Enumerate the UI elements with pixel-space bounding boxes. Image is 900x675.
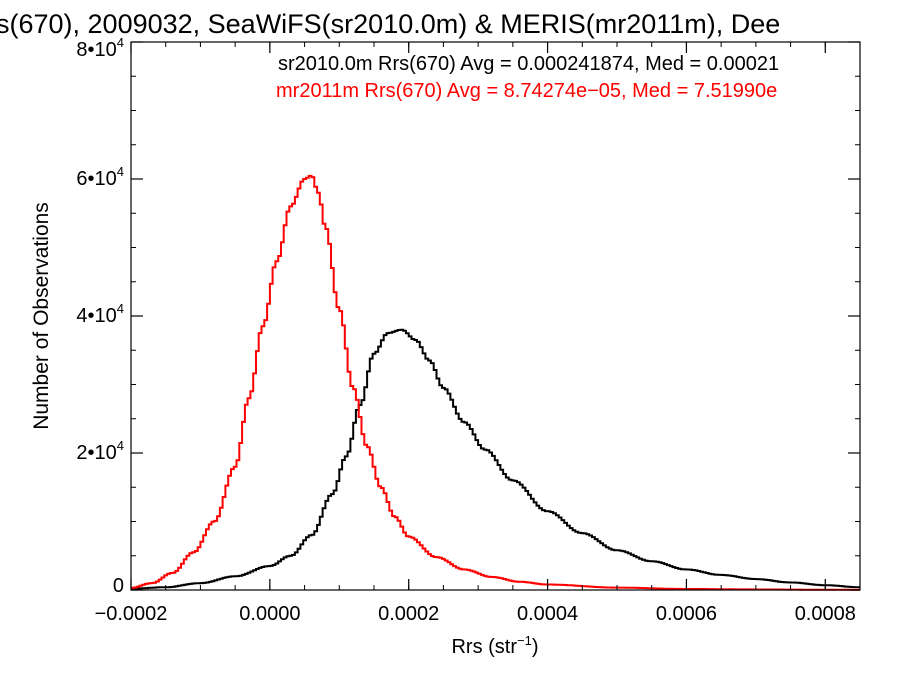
x-axis-label: Rrs (str−1) [451,633,538,658]
x-tick-label: 0.0006 [656,603,717,625]
legend-entry-red: mr2011m Rrs(670) Avg = 8.74274e−05, Med … [276,80,777,102]
chart-title: s(670), 2009032, SeaWiFS(sr2010.0m) & ME… [0,9,780,39]
y-tick-label: 2•104 [76,438,124,464]
series-line-black [131,328,860,590]
y-tick-label-exponent: 4 [117,438,124,453]
y-tick-label-main: 4•10 [76,305,116,327]
legend: sr2010.0m Rrs(670) Avg = 0.000241874, Me… [276,53,779,102]
x-tick-label: 0.0002 [378,603,439,625]
x-axis-ticks: −0.0002 0.0000 0.0002 0.0004 0.0006 0.0008 [95,42,861,625]
y-tick-label: 4•104 [76,301,124,327]
x-tick-label: 0.0008 [795,603,856,625]
y-tick-label-main: 0 [113,575,124,597]
series-layer [131,174,860,591]
y-tick-label-exponent: 4 [117,164,124,179]
y-tick-label-main: 6•10 [76,168,116,190]
series-line-red [131,174,860,591]
x-axis-label-close: ) [532,636,539,658]
y-tick-label-exponent: 4 [117,35,124,50]
x-axis-label-main: Rrs (str [451,636,517,658]
x-tick-label: 0.0004 [517,603,578,625]
x-axis-label-exponent: −1 [517,633,532,648]
y-tick-label: 6•104 [76,164,124,190]
legend-entry-black: sr2010.0m Rrs(670) Avg = 0.000241874, Me… [278,53,779,75]
y-tick-label-main: 8•10 [76,39,116,61]
y-tick-label-main: 2•10 [76,442,116,464]
y-tick-label-exponent: 4 [117,301,124,316]
x-tick-label: 0.0000 [239,603,300,625]
y-tick-label: 0 [113,575,124,597]
y-axis-label: Number of Observations [30,202,53,430]
y-tick-label: 8•104 [76,35,124,61]
x-tick-label: −0.0002 [95,603,168,625]
